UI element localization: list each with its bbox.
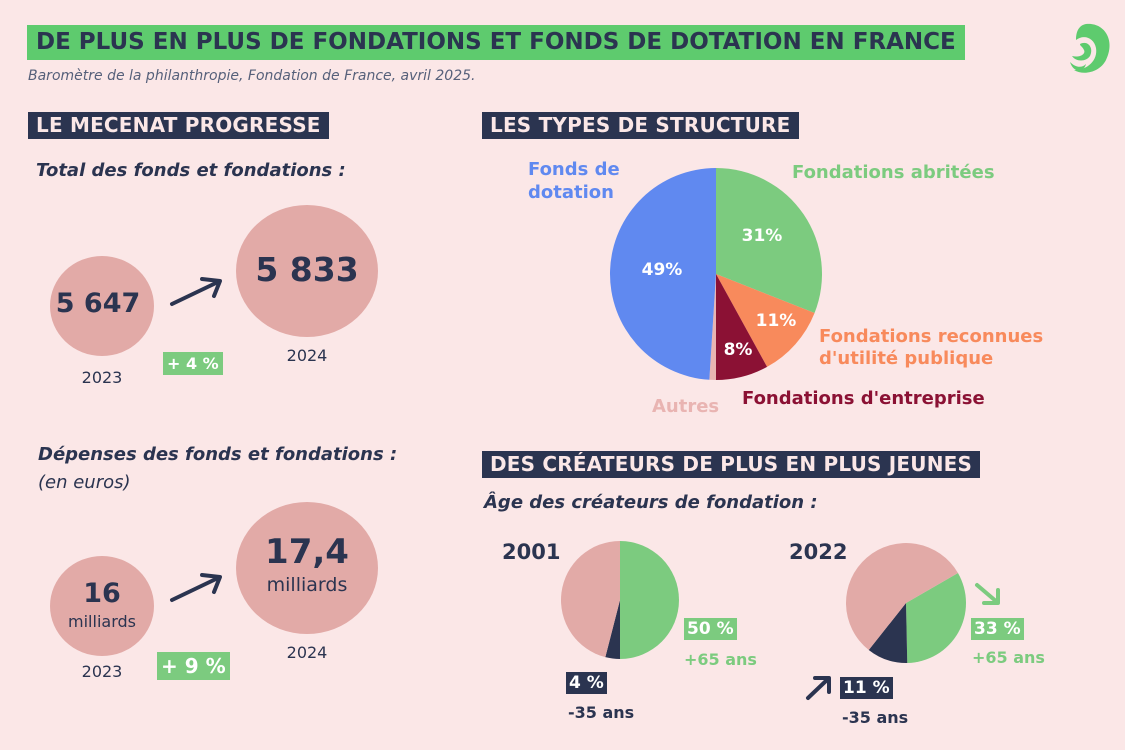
circle-2023-depenses <box>50 556 154 656</box>
depenses-unit: (en euros) <box>38 472 131 493</box>
total-label: Total des fonds et fondations : <box>36 160 346 181</box>
depenses-2023-year: 2023 <box>81 662 123 681</box>
total-growth-badge: + 4 % <box>163 352 223 375</box>
age-2022-slice-autres-ges <box>846 543 958 651</box>
age-2022-slice--65-ans <box>906 573 966 663</box>
structure-slice-fondations-reconnues-d-utilit-publique <box>716 274 815 367</box>
total-2024-value: 5 833 <box>255 250 359 289</box>
age-2022-slice--35-ans <box>868 603 908 663</box>
depenses-2023-unit: milliards <box>68 612 136 631</box>
depenses-2024-year: 2024 <box>286 643 328 662</box>
types-header: LES TYPES DE STRUCTURE <box>482 112 799 139</box>
age-2001-slice--35-ans <box>605 600 620 659</box>
legend-entreprise: Fondations d'entreprise <box>742 388 985 409</box>
mecenat-header: LE MECENAT PROGRESSE <box>28 112 329 139</box>
page-title: DE PLUS EN PLUS DE FONDATIONS ET FONDS D… <box>27 25 965 60</box>
structure-slice-fondations-abrit-es <box>716 168 822 314</box>
age-2001-young-label: -35 ans <box>568 703 635 722</box>
arrow-up-icon <box>170 277 222 306</box>
age-2022-young-label: -35 ans <box>842 708 909 727</box>
slice-label-abritees: 31% <box>741 226 783 246</box>
slice-label-rup: 11% <box>755 311 797 331</box>
age-2001-old-label: +65 ans <box>684 650 757 669</box>
arrow-up-icon <box>170 573 222 602</box>
depenses-2024-value: 17,4 <box>265 532 349 572</box>
fondation-de-france-logo-icon <box>1070 23 1110 73</box>
year-2022-label: 2022 <box>789 540 848 564</box>
circle-2023-total <box>50 256 154 356</box>
structure-slice-fonds-de-dotation <box>609 168 716 380</box>
slice-label-entreprise: 8% <box>723 340 753 360</box>
age-2022-old-pct: 33 % <box>971 618 1024 640</box>
age-2022-young-pct: 11 % <box>840 677 893 699</box>
createurs-label: Âge des créateurs de fondation : <box>484 492 818 513</box>
depenses-growth-badge: + 9 % <box>157 652 230 680</box>
depenses-2024-unit: milliards <box>266 574 348 596</box>
age-2001-slice--65-ans <box>620 541 679 659</box>
structure-slice-fondations-d-entreprise <box>716 274 768 380</box>
legend-fonds-dotation-line1: Fonds de <box>528 159 620 180</box>
total-2024-year: 2024 <box>286 346 328 365</box>
age-2001-old-pct: 50 % <box>684 618 737 640</box>
slice-label-fonds-dotation: 49% <box>641 260 683 280</box>
depenses-label: Dépenses des fonds et fondations : <box>38 444 398 465</box>
age-2022-old-label: +65 ans <box>972 648 1045 667</box>
total-2023-year: 2023 <box>81 368 123 387</box>
legend-rup-line1: Fondations reconnues <box>819 326 1044 347</box>
createurs-header: DES CRÉATEURS DE PLUS EN PLUS JEUNES <box>482 451 981 478</box>
legend-rup-line2: d'utilité publique <box>819 348 994 369</box>
subtitle: Baromètre de la philanthropie, Fondation… <box>28 68 476 84</box>
age-2001-slice-autres-ges <box>561 541 620 658</box>
legend-autres: Autres <box>652 396 720 417</box>
age-2001-young-pct: 4 % <box>566 672 607 694</box>
year-2001-label: 2001 <box>502 540 561 564</box>
legend-fonds-dotation-line2: dotation <box>528 182 614 203</box>
legend-abritees: Fondations abritées <box>792 162 995 183</box>
structure-slice-autres <box>709 274 716 380</box>
circle-2024-depenses <box>236 502 378 634</box>
arrow-up-icon <box>806 676 831 700</box>
legend-fonds-dotation: Fonds de dotation <box>528 158 620 204</box>
depenses-2023-value: 16 <box>83 578 121 609</box>
legend-rup: Fondations reconnues d'utilité publique <box>819 326 1043 370</box>
circle-2024-total <box>236 205 378 337</box>
arrow-down-icon <box>975 583 1000 605</box>
total-2023-value: 5 647 <box>55 288 141 319</box>
